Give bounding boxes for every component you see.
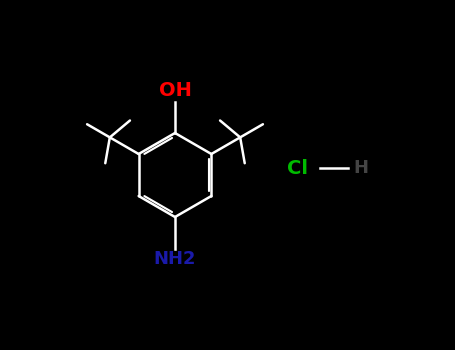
Text: H: H [354, 159, 369, 177]
Text: Cl: Cl [287, 159, 308, 177]
Text: NH2: NH2 [154, 250, 196, 268]
Text: OH: OH [158, 81, 192, 100]
